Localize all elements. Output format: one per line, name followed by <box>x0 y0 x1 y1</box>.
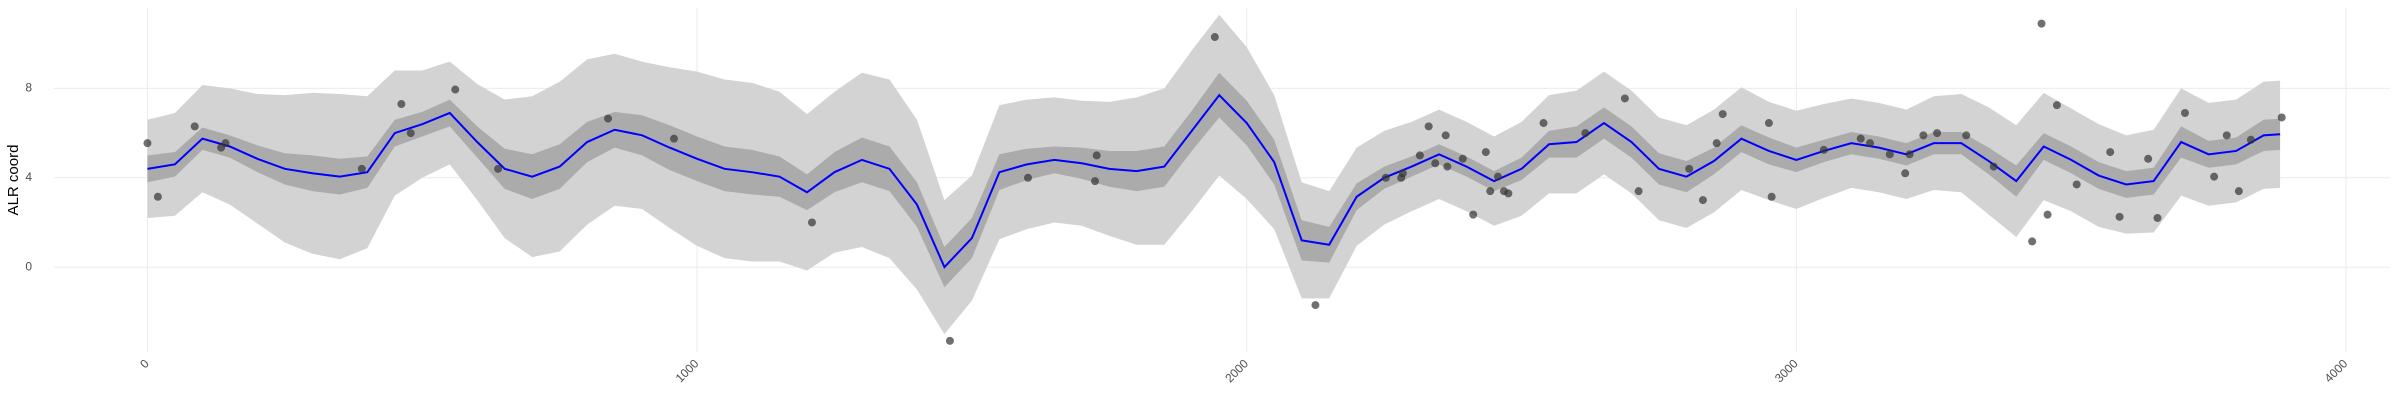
data-point <box>2180 108 2189 117</box>
data-point <box>1620 94 1629 103</box>
data-point <box>1685 164 1694 173</box>
data-point <box>1901 169 1910 178</box>
data-point <box>1398 169 1407 178</box>
data-point <box>1493 172 1502 181</box>
data-point <box>1819 145 1828 154</box>
data-point <box>1962 131 1971 140</box>
data-point <box>1092 151 1101 160</box>
data-point <box>2277 113 2286 122</box>
data-point <box>1856 134 1865 143</box>
data-point <box>397 100 406 109</box>
x-tick-label: 0 <box>137 356 152 371</box>
data-point <box>406 129 415 138</box>
data-point <box>1634 187 1643 196</box>
data-point <box>1443 162 1452 171</box>
data-point <box>2210 172 2219 181</box>
data-point <box>190 122 199 131</box>
x-tick-label: 4000 <box>2322 356 2351 385</box>
data-point <box>1481 148 1490 157</box>
data-point <box>2037 19 2046 28</box>
y-tick-label: 8 <box>25 81 32 95</box>
data-point <box>1764 119 1773 128</box>
data-point <box>1424 122 1433 131</box>
data-point <box>494 164 503 173</box>
data-point <box>1441 131 1450 140</box>
data-point <box>1539 119 1548 128</box>
data-point <box>604 114 613 123</box>
data-point <box>1504 189 1513 198</box>
data-point <box>2144 154 2153 163</box>
data-point <box>670 134 679 143</box>
x-tick-label: 3000 <box>1772 356 1801 385</box>
data-point <box>1933 129 1942 138</box>
data-point <box>2234 187 2243 196</box>
data-point <box>1458 154 1467 163</box>
data-point <box>1885 150 1894 159</box>
inner-band <box>147 72 2281 288</box>
data-point <box>2028 237 2037 246</box>
data-point <box>451 85 460 94</box>
data-point <box>1431 159 1440 168</box>
data-point <box>2222 131 2231 140</box>
mean-line <box>147 93 2281 269</box>
data-point <box>1381 173 1390 182</box>
data-point <box>1023 173 1032 182</box>
data-point <box>1091 177 1100 186</box>
data-point <box>945 336 954 345</box>
data-point <box>2153 213 2162 222</box>
data-point <box>1415 151 1424 160</box>
data-point <box>1469 210 1478 219</box>
data-point <box>1866 139 1875 148</box>
y-tick-label: 0 <box>25 259 32 273</box>
data-point <box>221 139 230 148</box>
data-point <box>1718 110 1727 119</box>
data-point <box>1919 131 1928 140</box>
data-point <box>1311 301 1320 310</box>
data-point <box>153 192 162 201</box>
data-point <box>1210 33 1219 42</box>
data-point <box>1905 150 1914 159</box>
data-point <box>2106 148 2115 157</box>
data-point <box>2072 180 2081 189</box>
y-axis-label: ALR coord <box>5 145 22 216</box>
data-point <box>143 139 152 148</box>
outer-band <box>147 14 2281 335</box>
data-point <box>1698 196 1707 205</box>
data-point <box>1989 162 1998 171</box>
data-point <box>357 164 366 173</box>
x-tick-label: 2000 <box>1222 356 1251 385</box>
data-point <box>1712 139 1721 148</box>
y-tick-label: 4 <box>25 170 32 184</box>
data-point <box>1486 187 1495 196</box>
data-point <box>2115 212 2124 221</box>
data-point <box>1581 129 1590 138</box>
data-point <box>2052 101 2061 110</box>
data-point <box>2043 210 2052 219</box>
data-point <box>807 218 816 227</box>
data-point <box>2246 135 2255 144</box>
data-point <box>1767 192 1776 201</box>
x-tick-label: 1000 <box>673 356 702 385</box>
